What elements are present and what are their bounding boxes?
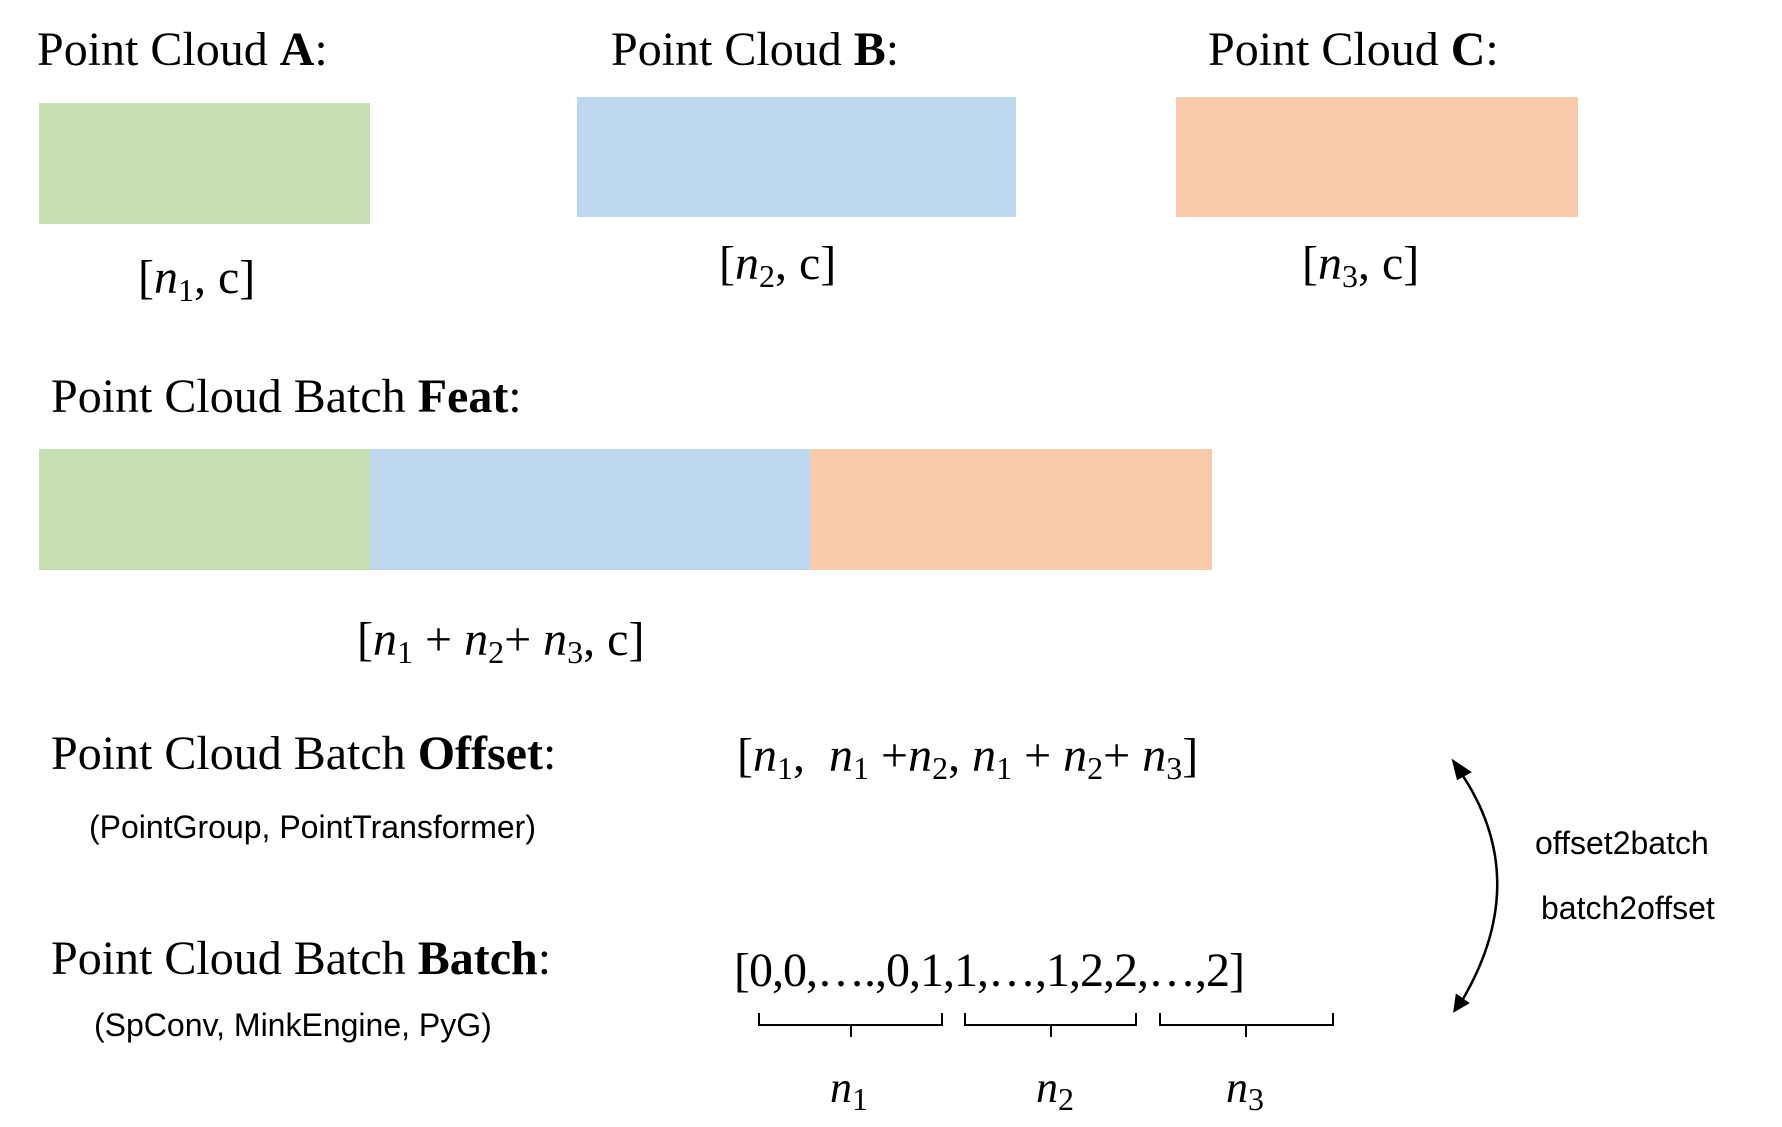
offset-value: [n1, n1 +n2, n1 + n2+ n3] [737,728,1198,796]
cloud-b-block [577,97,1016,217]
feat-segment-b [370,449,810,570]
title-text: Point Cloud [37,23,280,76]
title-text: Point Cloud Batch [51,370,418,423]
offset2batch-label: offset2batch [1535,825,1709,861]
cloud-c-title: Point Cloud C: [1208,22,1499,78]
math-variable: n [1142,729,1167,782]
math-text: ] [1182,729,1199,782]
math-text: , [792,729,829,782]
brace-label-n3: n3 [1226,1062,1264,1125]
brace-n2 [964,1013,1137,1037]
feat-segment-c [810,449,1212,570]
subscript: 2 [758,258,775,294]
subscript: 1 [396,634,413,670]
cloud-a-shape: [n1, c] [138,250,255,318]
brace-label-n2: n2 [1036,1062,1074,1125]
title-text: Point Cloud [611,23,854,76]
math-text: + [1103,729,1143,782]
title-bold: A [279,23,315,76]
var: n [1226,1063,1248,1112]
offset-libraries: (PointGroup, PointTransformer) [89,809,536,845]
subscript: 1 [852,750,869,786]
math-variable: n [153,251,178,304]
subscript: 2 [1087,750,1104,786]
subscript: 2 [488,634,505,670]
cloud-b-shape: [n2, c] [719,236,836,304]
math-variable: n [734,237,759,290]
math-variable: n [908,729,933,782]
title-text: Point Cloud [1208,23,1451,76]
math-text: [ [737,729,753,782]
math-text: , c] [193,251,256,304]
math-text: [ [719,237,735,290]
math-text: , c] [583,613,645,666]
brace-n3 [1159,1013,1334,1037]
brace-label-n1: n1 [830,1062,868,1125]
feat-segment-a [39,449,370,570]
cloud-c-block [1176,97,1578,217]
cloud-b-title: Point Cloud B: [611,22,899,78]
var: n [1036,1063,1058,1112]
math-text: [ [138,251,154,304]
title-suffix: : [885,23,900,76]
cloud-c-shape: [n3, c] [1302,236,1419,304]
feat-shape: [n1 + n2+ n3, c] [357,612,644,680]
math-variable: n [372,613,397,666]
subscript: 1 [177,272,194,308]
feat-title: Point Cloud Batch Feat: [51,369,522,425]
title-suffix: : [1485,23,1499,76]
subscript: 3 [1341,258,1358,294]
title-bold: Batch [417,932,538,985]
title-bold: B [853,23,886,76]
math-variable: n [828,729,853,782]
var: n [830,1063,852,1112]
subscript: 2 [932,750,949,786]
title-bold: Feat [417,370,509,423]
bidirectional-arrow-icon [1451,758,1499,1013]
math-variable: n [972,729,997,782]
math-variable: n [1063,729,1088,782]
subscript: 3 [567,634,584,670]
math-text: , c] [774,237,837,290]
math-text: + [412,613,465,666]
cloud-a-title: Point Cloud A: [37,22,328,78]
math-text: + [504,613,544,666]
title-suffix: : [537,932,552,985]
title-bold: Offset [417,727,543,780]
batch-libraries: (SpConv, MinkEngine, PyG) [94,1007,492,1043]
math-text: , c] [1357,237,1420,290]
math-variable: n [464,613,489,666]
cloud-a-block [39,103,370,224]
math-text: + [868,729,909,782]
subscript: 1 [996,750,1013,786]
batch2offset-label: batch2offset [1541,890,1715,926]
title-bold: C [1450,23,1486,76]
math-variable: n [752,729,777,782]
math-variable: n [1317,237,1342,290]
math-text: + [1012,729,1064,782]
subscript: 3 [1248,1081,1264,1117]
math-variable: n [543,613,568,666]
title-text: Point Cloud Batch [51,932,418,985]
title-suffix: : [314,23,328,76]
math-text: , [948,729,973,782]
subscript: 1 [776,750,793,786]
subscript: 1 [852,1081,868,1117]
batch-value: [0,0,….,0,1,1,…,1,2,2,…,2] [734,943,1245,999]
batch-title: Point Cloud Batch Batch: [51,931,551,987]
title-suffix: : [508,370,522,423]
math-text: [ [1302,237,1318,290]
offset-title: Point Cloud Batch Offset: [51,726,556,782]
title-text: Point Cloud Batch [51,727,418,780]
math-text: [ [357,613,373,666]
subscript: 2 [1058,1081,1074,1117]
title-suffix: : [542,727,557,780]
math-text: [0,0,….,0,1,1,…,1,2,2,…,2] [734,944,1245,997]
subscript: 3 [1166,750,1183,786]
brace-n1 [758,1013,943,1037]
